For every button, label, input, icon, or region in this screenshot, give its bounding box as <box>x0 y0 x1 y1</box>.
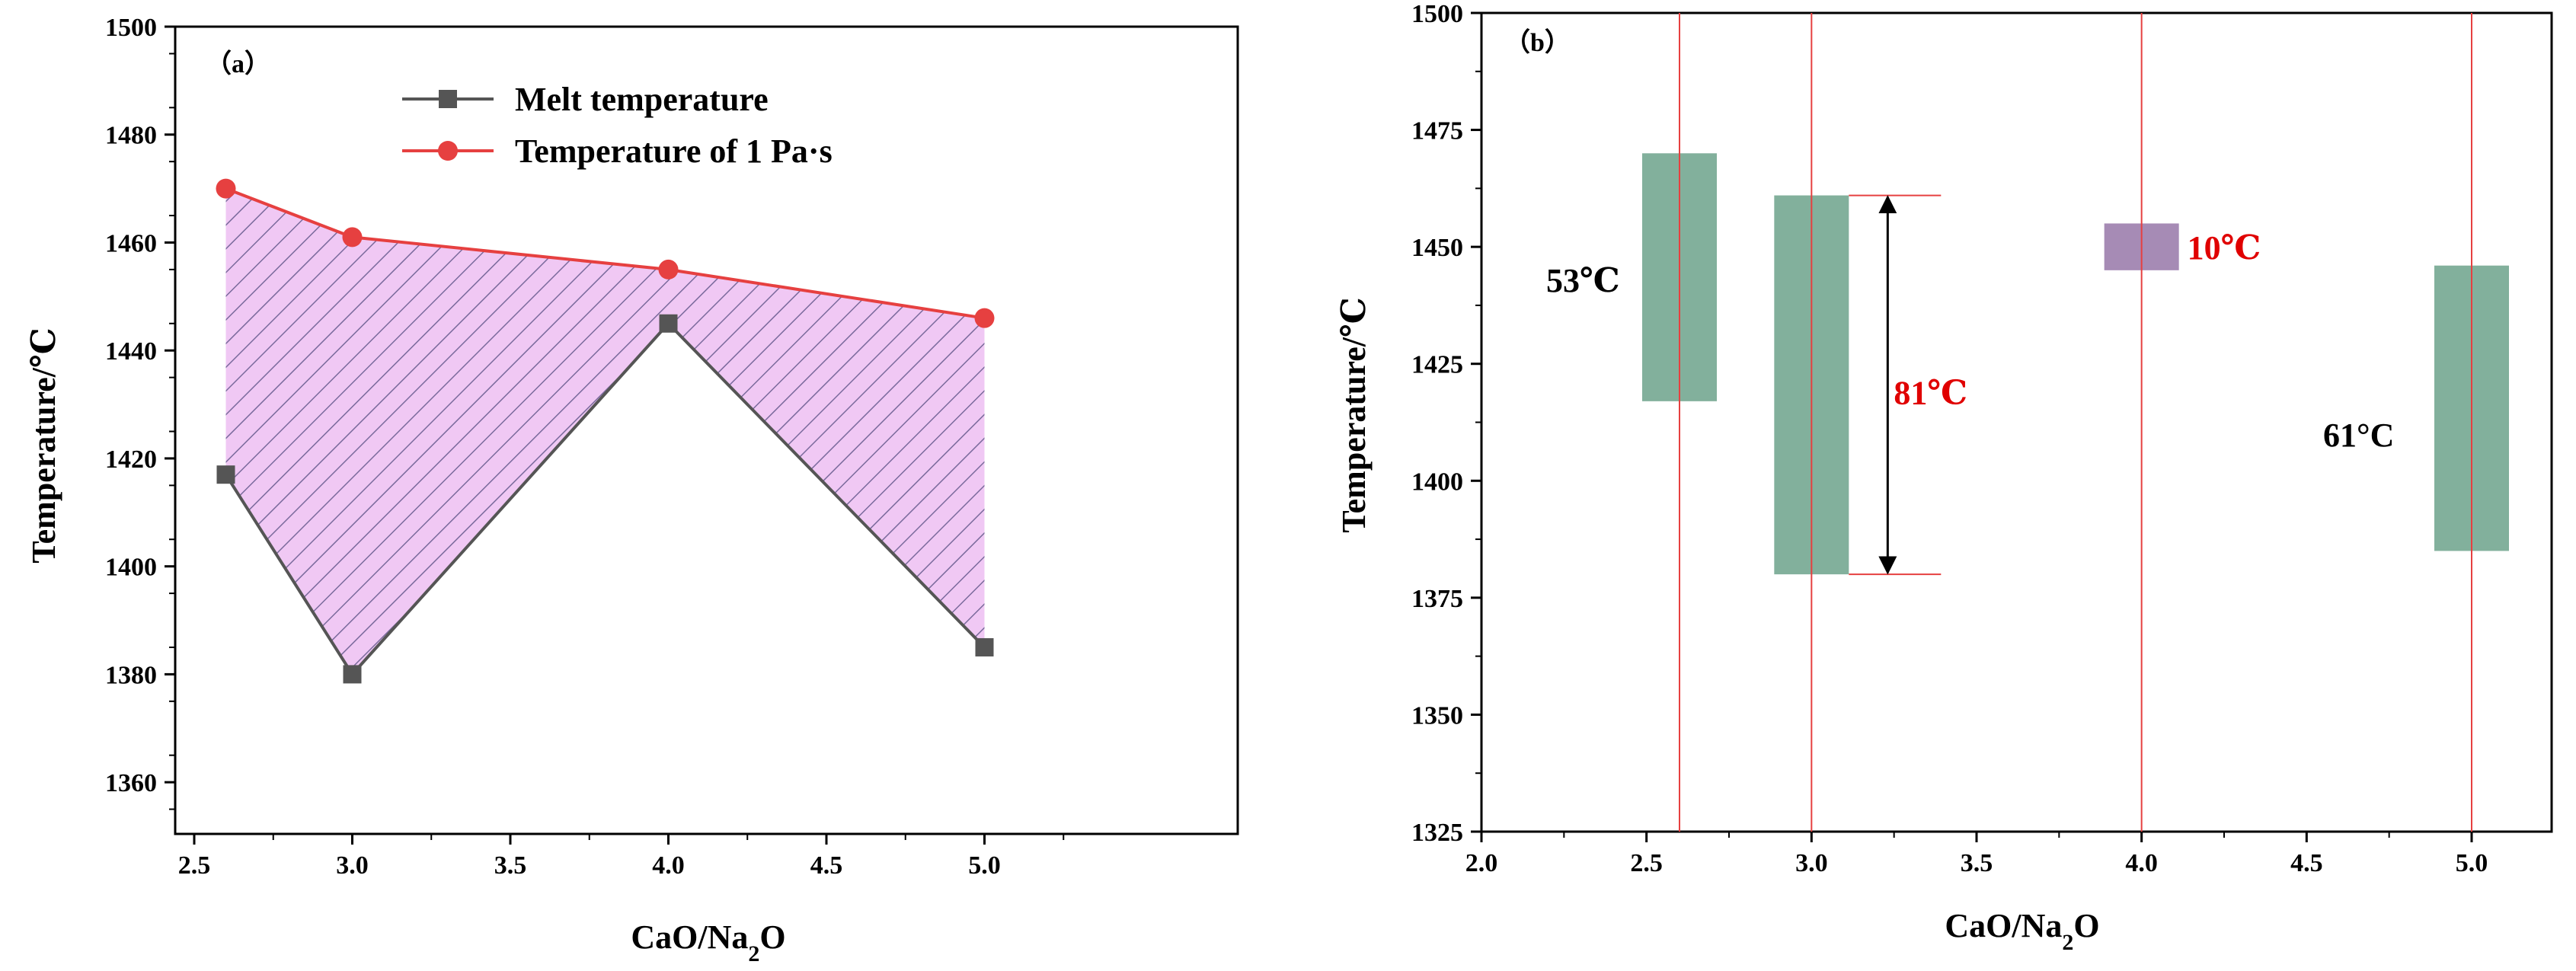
y-tick-label: 1380 <box>105 661 157 689</box>
y-tick-label: 1475 <box>1411 117 1463 145</box>
y-tick-label: 1460 <box>105 229 157 257</box>
x-tick-label: 3.5 <box>1961 849 1993 877</box>
range-annotation: 81℃ <box>1894 375 1967 412</box>
legend-label-melt: Melt temperature <box>515 81 769 118</box>
x-tick-label: 4.0 <box>2125 849 2158 877</box>
y-tick-label: 1325 <box>1411 819 1463 847</box>
range-annotation: 10℃ <box>2188 229 2261 267</box>
y-tick-label: 1500 <box>105 14 157 42</box>
x-tick-label: 2.5 <box>1630 849 1663 877</box>
x-tick-label: 3.0 <box>1795 849 1828 877</box>
series-line-melt <box>224 321 986 677</box>
x-tick-label: 4.5 <box>810 851 843 880</box>
x-tick-label: 4.5 <box>2290 849 2323 877</box>
y-tick-label: 1450 <box>1411 234 1463 262</box>
visc-point <box>342 227 363 248</box>
x-tick-label: 5.0 <box>968 851 1001 880</box>
x-tick-label: 4.0 <box>652 851 685 880</box>
legend-label-1pas: Temperature of 1 Pa·s <box>515 133 833 170</box>
range-annotation: 53℃ <box>1546 262 1620 299</box>
visc-point <box>974 308 995 328</box>
panel-b-label: （b） <box>1504 27 1571 57</box>
melt-point <box>216 465 235 484</box>
legend-marker-melt <box>439 90 457 108</box>
visc-point <box>216 178 236 199</box>
x-tick-label: 5.0 <box>2456 849 2488 877</box>
y-tick-label: 1440 <box>105 337 157 366</box>
panel-b-x-axis-title: CaO/Na2O <box>1945 907 2099 955</box>
melt-point <box>343 665 362 684</box>
melt-point <box>975 637 994 656</box>
y-tick-label: 1420 <box>105 446 157 474</box>
melt-point <box>659 314 678 333</box>
y-tick-label: 1500 <box>1411 0 1463 28</box>
y-tick-label: 1425 <box>1411 351 1463 379</box>
x-tick-label: 3.5 <box>494 851 527 880</box>
panel-a-y-axis-title: Temperature/℃ <box>25 327 62 563</box>
y-tick-label: 1480 <box>105 122 157 150</box>
fill-between-area <box>225 188 985 675</box>
panel-b-y-axis-title: Temperature/℃ <box>1335 297 1373 532</box>
x-tick-label: 2.5 <box>178 851 211 880</box>
range-annotation: 61°C <box>2323 417 2394 454</box>
panel-a-axes-frame <box>174 25 1239 835</box>
y-tick-label: 1350 <box>1411 701 1463 730</box>
chart-panel-b: （b） CaO/Na2O Temperature/℃ 2.0 2.5 3.0 3.5 4… <box>1335 0 2553 955</box>
y-tick-label: 1400 <box>1411 468 1463 496</box>
series-line-1pas <box>225 187 985 320</box>
panel-a-x-axis-title: CaO/Na2O <box>631 918 785 966</box>
visc-point <box>658 259 679 279</box>
x-tick-label: 2.0 <box>1465 849 1498 877</box>
y-tick-label: 1400 <box>105 554 157 582</box>
x-tick-label: 3.0 <box>336 851 369 880</box>
legend-marker-1pas <box>438 141 458 161</box>
chart-panel-a: （a） CaO/Na2O Temperature/℃ Melt temperat… <box>25 14 1239 966</box>
panel-a-legend: Melt temperature Temperature of 1 Pa·s <box>402 81 833 170</box>
y-tick-label: 1360 <box>105 769 157 797</box>
y-tick-label: 1375 <box>1411 585 1463 613</box>
panel-a-label: （a） <box>206 49 270 78</box>
